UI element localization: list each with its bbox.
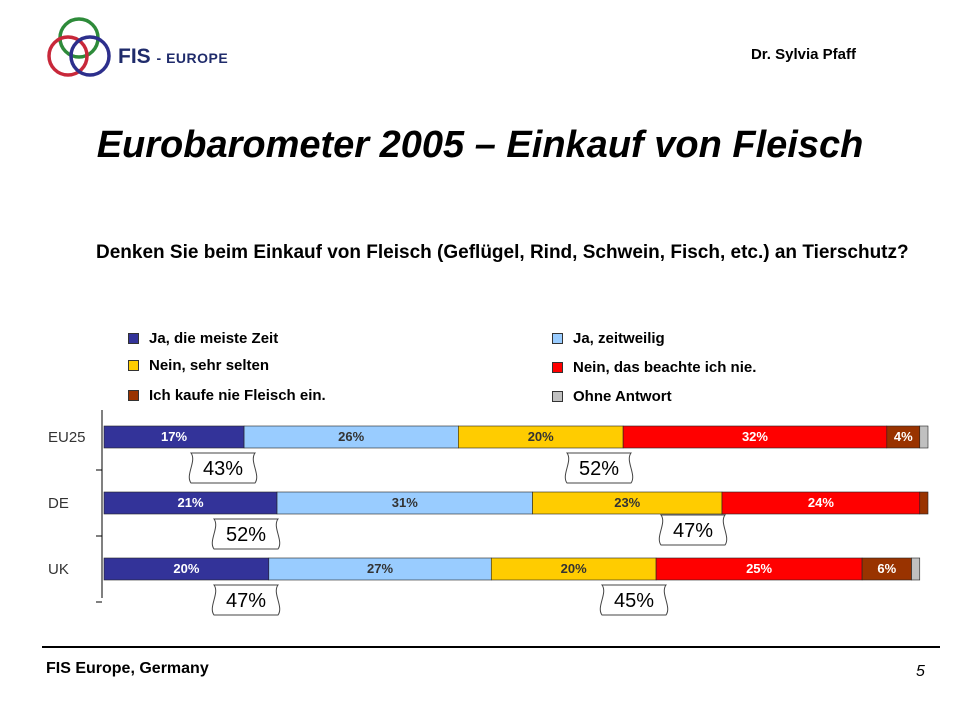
legend-item: Nein, das beachte ich nie. xyxy=(552,359,756,376)
logo-ring-blue xyxy=(69,35,111,77)
legend-swatch xyxy=(128,333,139,344)
callout-box xyxy=(211,518,281,550)
callout-label: 43% xyxy=(203,458,243,480)
footer-divider xyxy=(42,646,940,648)
brand-fis: FIS xyxy=(118,45,151,68)
category-label: EU25 xyxy=(48,429,86,446)
page-number: 5 xyxy=(916,663,925,680)
logo-ring-red xyxy=(47,35,89,77)
stacked-bar-chart: EU25 17% 26% 20% 32% 4% DE 21% 31% 23% 24% UK 20% 27%… xyxy=(48,410,929,616)
author-name: Dr. Sylvia Pfaff xyxy=(750,46,856,63)
legend-item: Ja, die meiste Zeit xyxy=(128,330,278,347)
callout-box xyxy=(211,584,281,616)
brand-europe: - EUROPE xyxy=(156,50,229,66)
legend-label: Nein, das beachte ich nie. xyxy=(573,359,757,376)
bar-data-label: 20% xyxy=(528,429,554,444)
fis-logo xyxy=(47,17,111,77)
legend-label: Ja, die meiste Zeit xyxy=(149,330,279,347)
legend-label: Ich kaufe nie Fleisch ein. xyxy=(149,387,326,404)
bar-data-label: 31% xyxy=(392,495,418,510)
legend-label: Nein, sehr selten xyxy=(149,357,270,374)
bar-data-label: 23% xyxy=(614,495,640,510)
bar-segment xyxy=(919,425,929,449)
bar-data-label: 6% xyxy=(877,561,896,576)
survey-question: Denken Sie beim Einkauf von Fleisch (Gef… xyxy=(96,242,909,263)
bar-data-label: 24% xyxy=(808,495,834,510)
legend-item: Ich kaufe nie Fleisch ein. xyxy=(128,387,326,404)
callout-box xyxy=(564,452,634,484)
bar-data-label: 26% xyxy=(338,429,364,444)
bar-data-label: 4% xyxy=(894,429,913,444)
callout-label: 52% xyxy=(226,524,266,546)
bar-data-label: 25% xyxy=(746,561,772,576)
bar-data-label: 27% xyxy=(367,561,393,576)
callout-label: 47% xyxy=(673,520,713,542)
callout-label: 45% xyxy=(614,590,654,612)
callout-label: 52% xyxy=(579,458,619,480)
legend-swatch xyxy=(128,390,139,401)
bar-data-label: 21% xyxy=(178,495,204,510)
bar-data-label: 20% xyxy=(173,561,199,576)
category-label: UK xyxy=(48,561,69,578)
bar-segment xyxy=(919,491,929,515)
legend-swatch xyxy=(128,360,139,371)
legend-item: Ja, zeitweilig xyxy=(552,330,665,347)
legend-item: Ohne Antwort xyxy=(552,388,672,405)
legend-swatch xyxy=(552,391,563,402)
bar-segment xyxy=(911,557,921,581)
callout-box xyxy=(188,452,258,484)
legend-swatch xyxy=(552,362,563,373)
bar-data-label: 32% xyxy=(742,429,768,444)
bar-data-label: 17% xyxy=(161,429,187,444)
page-title: Eurobarometer 2005 – Einkauf von Fleisch xyxy=(96,124,864,166)
callout-box xyxy=(658,514,728,546)
bar-data-label: 20% xyxy=(561,561,587,576)
legend-label: Ohne Antwort xyxy=(573,388,672,405)
brand-name: FIS - EUROPE xyxy=(118,45,228,69)
footer-org: FIS Europe, Germany xyxy=(46,660,209,677)
callout-label: 47% xyxy=(226,590,266,612)
legend-swatch xyxy=(552,333,563,344)
callout-box xyxy=(599,584,669,616)
category-label: DE xyxy=(48,495,69,512)
legend-label: Ja, zeitweilig xyxy=(573,330,665,347)
legend-item: Nein, sehr selten xyxy=(128,357,269,374)
